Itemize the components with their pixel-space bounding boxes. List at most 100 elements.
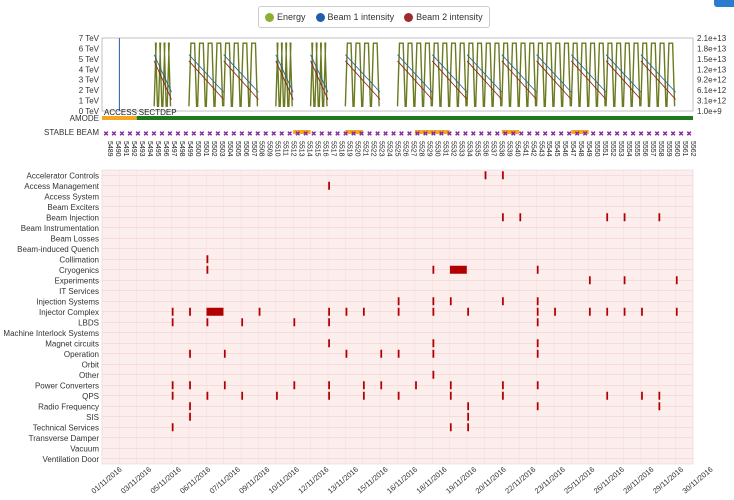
fault-bar [588, 276, 591, 285]
fault-bar [675, 276, 678, 285]
fault-bar [206, 318, 209, 327]
fill-marker: ✖ [279, 131, 285, 138]
fill-number-label: 5508 [258, 141, 265, 157]
fill-number-label: 5555 [633, 141, 640, 157]
fault-bar [327, 391, 330, 400]
fill-number-label: 5496 [162, 141, 169, 157]
fill-marker: ✖ [239, 131, 245, 138]
fault-bar [432, 349, 435, 358]
beam1-series-line [640, 54, 676, 93]
beam2-series-line [536, 60, 572, 100]
x-tick-label: 30/11/2016 [681, 465, 715, 496]
fault-bar [171, 307, 174, 316]
fill-number-label: 5520 [354, 141, 361, 157]
fill-marker: ✖ [510, 131, 516, 138]
left-axis-tick-label: 4 TeV [79, 65, 100, 74]
fill-number-label: 5528 [417, 141, 424, 157]
fill-marker: ✖ [151, 131, 157, 138]
fill-number-label: 5509 [266, 141, 273, 157]
fill-marker: ✖ [191, 131, 197, 138]
beam1-series-line [536, 54, 572, 93]
right-axis-tick-label: 1.2e+13 [697, 65, 727, 74]
fault-bar [327, 339, 330, 348]
fill-marker: ✖ [367, 131, 373, 138]
fill-number-label: 5541 [521, 141, 528, 157]
fill-marker: ✖ [263, 131, 269, 138]
fault-bar [432, 370, 435, 379]
fault-bar [449, 297, 452, 306]
fill-number-label: 5537 [489, 141, 496, 157]
fill-marker: ✖ [343, 131, 349, 138]
fill-marker: ✖ [598, 131, 604, 138]
fill-number-label: 5511 [282, 141, 289, 156]
fill-number-label: 5548 [577, 141, 584, 157]
fill-number-label: 5542 [529, 141, 536, 157]
system-label: Collimation [59, 255, 99, 264]
fill-number-label: 5517 [330, 141, 337, 157]
fault-bar [188, 349, 191, 358]
energy-series-line [640, 42, 676, 108]
fill-marker: ✖ [111, 131, 117, 138]
fault-bar [241, 318, 244, 327]
x-tick-label: 06/11/2016 [178, 465, 212, 496]
system-label: Operation [64, 350, 99, 359]
fill-marker: ✖ [494, 131, 500, 138]
energy-series-line [309, 42, 328, 108]
fault-bar [380, 381, 383, 390]
fill-number-label: 5538 [497, 141, 504, 157]
beam2-series-line [571, 60, 607, 100]
fill-number-label: 5490 [114, 141, 121, 157]
system-label: Experiments [55, 276, 99, 285]
beam2-series-line [223, 60, 259, 100]
fill-number-label: 5534 [465, 141, 472, 157]
system-label: Transverse Damper [29, 434, 100, 443]
fault-bar [380, 349, 383, 358]
fill-marker: ✖ [247, 131, 253, 138]
fault-bar [519, 213, 522, 222]
fault-bar [501, 213, 504, 222]
fill-marker: ✖ [478, 131, 484, 138]
fill-number-label: 5553 [617, 141, 624, 157]
beam2-series-line [397, 60, 433, 100]
legend-item-energy[interactable]: Energy [265, 12, 306, 22]
left-axis-tick-label: 6 TeV [79, 44, 100, 53]
beam1-series-line [605, 54, 642, 93]
beam1-series-line [431, 54, 468, 93]
mode-band-segment [501, 130, 520, 134]
fault-bar [362, 307, 365, 316]
x-tick-label: 05/11/2016 [149, 465, 183, 496]
system-label: Machine Interlock Systems [3, 329, 99, 338]
fill-marker: ✖ [143, 131, 149, 138]
fault-bar [171, 391, 174, 400]
system-label: Beam Losses [51, 234, 99, 243]
legend-item-beam2[interactable]: Beam 2 intensity [404, 12, 483, 22]
fill-number-label: 5535 [473, 141, 480, 157]
fault-bar [536, 381, 539, 390]
fault-bar [188, 307, 191, 316]
fault-bar [623, 307, 626, 316]
fault-bar [536, 265, 539, 274]
fault-bar [188, 412, 191, 421]
fill-marker: ✖ [582, 131, 588, 138]
fault-bar [449, 391, 452, 400]
fill-marker: ✖ [606, 131, 612, 138]
left-axis-tick-label: 1 TeV [79, 97, 100, 106]
fill-marker: ✖ [462, 131, 468, 138]
x-tick-label: 22/11/2016 [503, 465, 537, 496]
fill-number-label: 5501 [202, 141, 209, 157]
fault-bar [327, 307, 330, 316]
mode-band-label: AMODE [70, 114, 99, 123]
beam1-swatch-icon [315, 12, 325, 22]
fill-number-label: 5516 [322, 141, 329, 157]
fill-number-label: 5558 [657, 141, 664, 157]
fault-bar [171, 381, 174, 390]
fill-number-label: 5560 [673, 141, 680, 157]
legend-item-beam1[interactable]: Beam 1 intensity [315, 12, 394, 22]
beam2-series-line [153, 60, 172, 100]
fill-marker: ✖ [550, 131, 556, 138]
menu-button[interactable] [714, 0, 734, 7]
x-tick-label: 20/11/2016 [474, 465, 508, 496]
x-tick-label: 09/11/2016 [237, 465, 271, 496]
energy-series-line [535, 42, 572, 108]
